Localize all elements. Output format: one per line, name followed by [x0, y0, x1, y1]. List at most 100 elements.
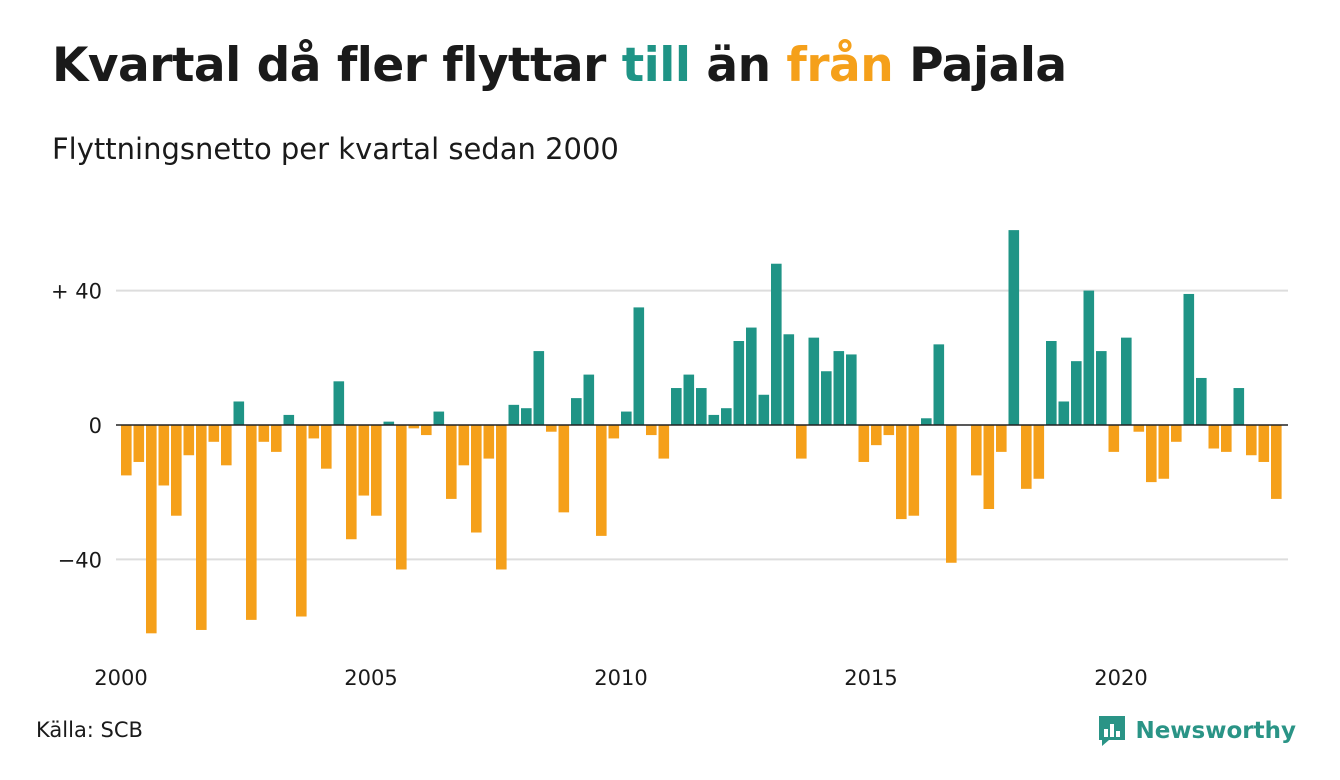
- bar: [283, 414, 295, 425]
- brand-logo: Newsworthy: [1097, 714, 1296, 748]
- bar: [896, 425, 907, 520]
- bar: [633, 307, 645, 425]
- bar: [858, 425, 870, 462]
- bar: [946, 425, 957, 563]
- bar: [571, 398, 582, 425]
- bar: [1008, 230, 1020, 425]
- bar: [671, 388, 682, 425]
- bar: [1183, 293, 1195, 425]
- bar: [1171, 425, 1182, 442]
- bar: [1096, 351, 1107, 425]
- bar: [596, 425, 607, 536]
- x-tick-label: 2000: [94, 666, 147, 690]
- title-part-1: Kvartal då fler flyttar: [52, 38, 622, 93]
- bar: [933, 344, 945, 425]
- bar: [696, 388, 707, 425]
- bar: [1071, 361, 1082, 425]
- bar-chart-speech-bubble-icon: [1099, 716, 1126, 746]
- bar: [371, 425, 382, 516]
- bar: [471, 425, 482, 533]
- axes: + 40 0 −40 2000 2005 2010 2015 2020: [51, 280, 1288, 690]
- bar: [496, 425, 507, 570]
- bar: [1271, 425, 1282, 499]
- bar: [271, 425, 282, 452]
- bar: [883, 425, 895, 436]
- bar: [321, 425, 332, 469]
- bar: [258, 425, 270, 442]
- title-highlight-fran: från: [786, 38, 894, 93]
- bar: [808, 337, 820, 425]
- bar: [433, 411, 445, 425]
- y-tick-label: 0: [89, 414, 102, 438]
- bar: [821, 371, 832, 425]
- title-part-3: Pajala: [893, 38, 1067, 93]
- y-tick-label: −40: [58, 548, 102, 572]
- bar: [221, 425, 232, 466]
- bar: [1233, 388, 1245, 425]
- bar: [233, 401, 245, 425]
- bar: [208, 425, 220, 442]
- bar: [1221, 425, 1232, 452]
- bar: [771, 263, 782, 425]
- bar: [1021, 425, 1032, 489]
- bar: [183, 425, 195, 456]
- chart-title: Kvartal då fler flyttar till än från Paj…: [52, 38, 1067, 93]
- bar: [121, 425, 132, 476]
- bar: [1033, 425, 1045, 479]
- bar: [171, 425, 182, 516]
- x-tick-label: 2015: [844, 666, 897, 690]
- bar: [333, 381, 345, 425]
- title-part-2: än: [690, 38, 787, 93]
- bar: [921, 418, 932, 425]
- bar: [646, 425, 657, 436]
- x-tick-label: 2010: [594, 666, 647, 690]
- bar: [683, 374, 695, 425]
- bar: [558, 425, 570, 513]
- bar: [871, 425, 882, 446]
- bar: [733, 341, 745, 425]
- bar: [421, 425, 432, 436]
- bar: [1258, 425, 1270, 462]
- bar: [783, 334, 795, 425]
- bar: [396, 425, 407, 570]
- x-tick-label: 2020: [1094, 666, 1147, 690]
- bar: [1146, 425, 1157, 483]
- bar: [1058, 401, 1070, 425]
- bar: [746, 327, 757, 425]
- bar: [158, 425, 170, 486]
- bar: [971, 425, 982, 476]
- bar: [833, 351, 845, 425]
- bar: [296, 425, 307, 617]
- bar: [1121, 337, 1132, 425]
- title-highlight-till: till: [621, 38, 691, 93]
- bar: [1083, 290, 1095, 425]
- bar: [358, 425, 370, 496]
- bar: [708, 414, 720, 425]
- bar: [983, 425, 995, 509]
- y-tick-label: + 40: [51, 280, 102, 304]
- bar: [196, 425, 207, 630]
- x-tick-label: 2005: [344, 666, 397, 690]
- bar: [1208, 425, 1220, 449]
- chart-subtitle: Flyttningsnetto per kvartal sedan 2000: [52, 132, 619, 166]
- brand-name: Newsworthy: [1135, 718, 1296, 744]
- bar: [1108, 425, 1120, 452]
- bar: [308, 425, 320, 439]
- bar: [1158, 425, 1170, 479]
- bar: [521, 408, 532, 425]
- bar: [246, 425, 257, 620]
- bar: [133, 425, 145, 462]
- bar: [546, 425, 557, 432]
- bar: [796, 425, 807, 459]
- bar: [621, 411, 632, 425]
- bar: [658, 425, 670, 459]
- bar: [908, 425, 920, 516]
- bar: [458, 425, 470, 466]
- bar: [533, 351, 545, 425]
- bar: [721, 408, 732, 425]
- bar: [483, 425, 495, 459]
- bars: [121, 230, 1282, 634]
- bar: [996, 425, 1007, 452]
- bar: [846, 354, 857, 425]
